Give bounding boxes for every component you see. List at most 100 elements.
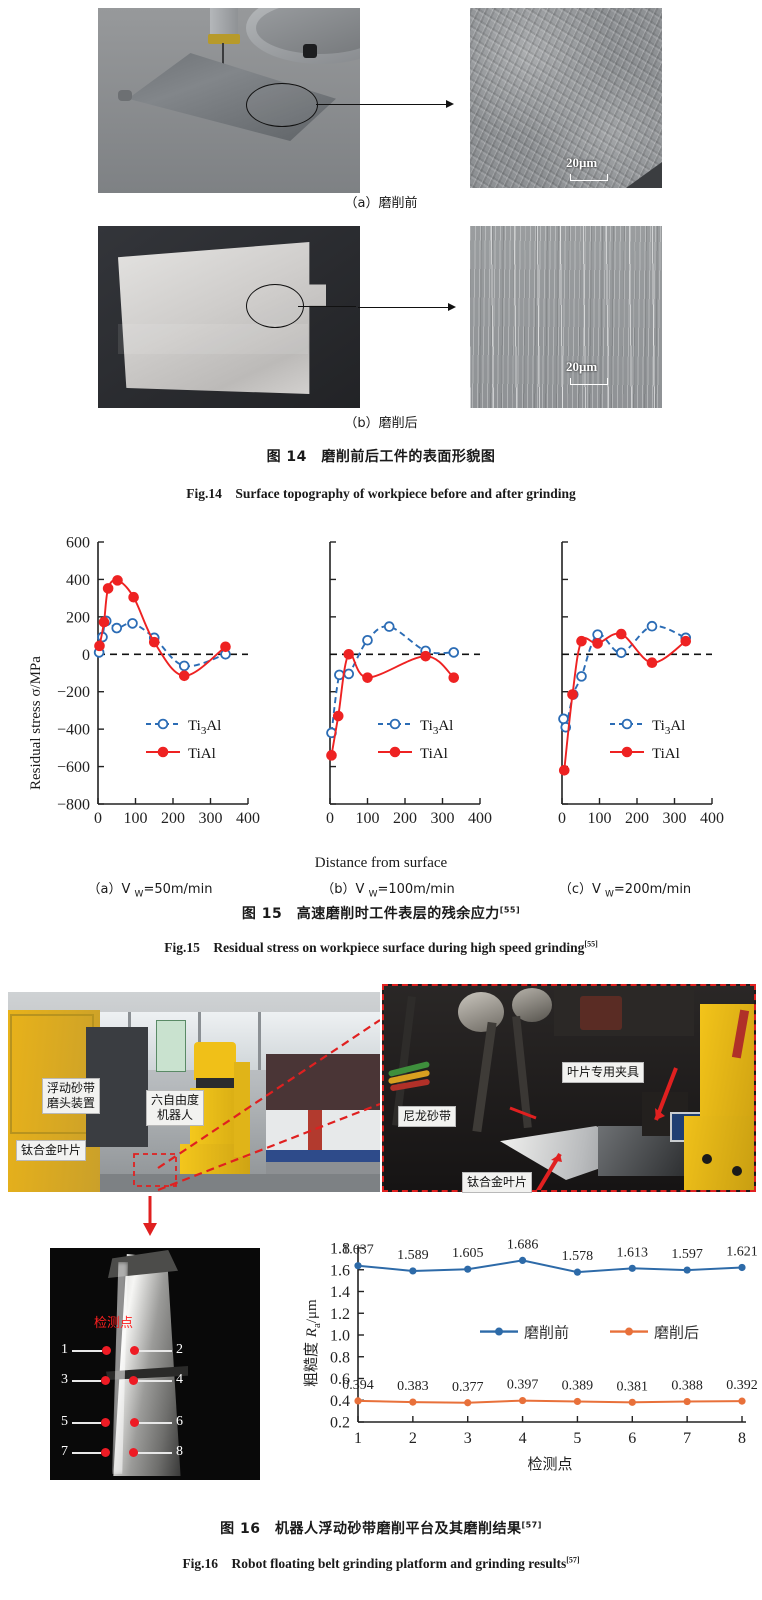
svg-text:−200: −200: [57, 684, 90, 701]
fig14-caption-cn: 图 14 磨削前后工件的表面形貌图: [266, 449, 496, 465]
roughness-value-label: 0.388: [671, 1379, 703, 1394]
roughness-marker: [518, 1396, 527, 1405]
roughness-marker: [683, 1266, 691, 1274]
svg-text:0: 0: [94, 810, 102, 827]
measure-dot-4: [129, 1376, 138, 1385]
marker-TiAl: [112, 575, 123, 586]
measure-dot-8: [129, 1448, 138, 1457]
marker-Ti3Al: [615, 647, 627, 659]
roughness-value-label: 1.613: [617, 1245, 649, 1260]
marker-TiAl: [102, 583, 114, 594]
marker-TiAl: [680, 635, 692, 647]
roughness-value-label: 0.397: [507, 1378, 539, 1393]
roughness-marker: [354, 1262, 362, 1270]
fig15-y-axis-title: Residual stress σ/MPa: [28, 656, 44, 790]
marker-Ti3Al: [343, 668, 355, 680]
fig14-caption-en: Fig.14 Surface topography of workpiece b…: [186, 486, 576, 501]
roughness-marker: [628, 1398, 636, 1406]
fig15-caption-cn-text: 图 15 高速磨削时工件表层的残余应力: [241, 906, 500, 922]
x-tick-label: 8: [738, 1430, 746, 1447]
marker-TiAl: [592, 638, 603, 649]
fig15-subcaption-b: （b）V W=100m/min: [258, 878, 518, 900]
marker-TiAl: [576, 635, 587, 647]
subcap-a-sub: W: [134, 889, 144, 900]
callout-arrow-b: [358, 307, 450, 309]
label-blade-fixture: 叶片专用夹具: [562, 1062, 645, 1083]
y-tick-label: 1.6: [330, 1262, 350, 1279]
x-tick-label: 3: [464, 1430, 472, 1447]
zoom-region-ellipse-a: [246, 83, 318, 127]
callout-arrowhead-a: [446, 99, 454, 108]
roughness-marker: [573, 1268, 582, 1276]
marker-TiAl: [420, 650, 431, 662]
marker-TiAl: [646, 657, 658, 669]
label-titanium-blade-right: 钛合金叶片: [462, 1172, 533, 1193]
marker-TiAl: [362, 672, 373, 683]
legend-label-tial: TiAl: [652, 746, 680, 762]
marker-TiAl: [220, 641, 231, 653]
fig16-caption-en-text: Fig.16 Robot floating belt grinding plat…: [182, 1556, 567, 1571]
roughness-marker: [683, 1397, 691, 1406]
blade-measurement-points-photo: 检测点 1 2 3 4 5 6 7 8: [50, 1248, 260, 1480]
y-tick-label: 1.4: [330, 1284, 350, 1301]
roughness-y-axis-title: 粗糙度 Ra/μm: [302, 1299, 323, 1387]
marker-TiAl: [326, 750, 337, 761]
measure-label-8: 8: [176, 1444, 183, 1459]
x-tick-label: 6: [628, 1430, 636, 1447]
fig16-caption-cn-text: 图 16 机器人浮动砂带磨削平台及其磨削结果: [220, 1521, 522, 1537]
svg-text:400: 400: [700, 810, 724, 827]
label-line2: 机器人: [157, 1108, 194, 1122]
roughness-marker: [738, 1397, 746, 1405]
subcap-c-pre: （c）V: [558, 882, 601, 897]
svg-text:−400: −400: [57, 722, 90, 739]
roughness-marker: [409, 1398, 417, 1406]
svg-text:200: 200: [393, 810, 417, 827]
subcaption-before-grinding: （a）磨削前: [344, 196, 418, 211]
label-floating-belt-head: 浮动砂带 磨头装置: [42, 1078, 101, 1114]
svg-text:400: 400: [468, 810, 492, 827]
scale-label-a: 20μm: [566, 155, 598, 170]
marker-Ti3Al: [592, 629, 603, 640]
roughness-value-label: 1.637: [342, 1243, 374, 1258]
svg-text:300: 300: [431, 810, 455, 827]
fig15-x-axis-title: Distance from surface: [314, 855, 448, 871]
scale-label-b: 20μm: [566, 359, 598, 374]
fig15-panel-0: −800 −600 −400 −200 0 200 400 600 0 100 200 300 400 T…: [57, 535, 260, 828]
roughness-series-1: [357, 1399, 743, 1404]
measure-dot-5: [101, 1418, 110, 1427]
marker-TiAl: [128, 591, 139, 603]
blade-zoom-arrow: [143, 1196, 157, 1236]
subcap-b-rest: =100m/min: [377, 882, 455, 897]
subcap-b-sub: W: [368, 889, 378, 900]
svg-text:200: 200: [161, 810, 185, 827]
marker-Ti3Al: [383, 621, 395, 632]
blade-points-title: 检测点: [94, 1316, 134, 1331]
marker-Ti3Al: [576, 671, 587, 682]
measure-label-5: 5: [61, 1414, 68, 1429]
roughness-marker: [354, 1397, 362, 1405]
roughness-value-label: 1.686: [507, 1237, 539, 1252]
svg-text:200: 200: [66, 609, 90, 626]
label-titanium-blade: 钛合金叶片: [16, 1140, 87, 1161]
roughness-marker: [518, 1256, 527, 1264]
svg-text:−800: −800: [57, 797, 90, 814]
svg-text:100: 100: [588, 810, 612, 827]
roughness-value-label: 0.392: [726, 1378, 758, 1393]
callout-arrow-a: [358, 104, 448, 106]
label-line2: 磨头装置: [47, 1096, 96, 1110]
fig15-caption-en-ref: [55]: [584, 939, 598, 949]
measure-label-4: 4: [176, 1372, 183, 1387]
measure-dot-7: [101, 1448, 110, 1457]
closeup-callout-arrows: [509, 1067, 678, 1190]
roughness-svg: 0.2 0.4 0.6 0.8 1.0 1.2 1.4 1.6 1.8 1 2 3 4 5 6 7 8 1.637…: [302, 1237, 758, 1473]
legend-label-ti3al: Ti3Al: [188, 718, 221, 737]
legend-label-ti3al: Ti3Al: [652, 718, 685, 737]
zoom-region-ellipse-b: [246, 284, 304, 328]
subcaption-after-grinding: （b）磨削后: [344, 416, 418, 431]
fig16-roughness-chart: 0.2 0.4 0.6 0.8 1.0 1.2 1.4 1.6 1.8 1 2 3 4 5 6 7 8 1.637…: [300, 1218, 760, 1480]
zoom-callout-diagonal: [133, 1019, 380, 1192]
roughness-value-label: 0.383: [397, 1379, 429, 1394]
y-tick-label: 1.2: [330, 1306, 350, 1323]
label-line1: 浮动砂带: [47, 1081, 96, 1095]
